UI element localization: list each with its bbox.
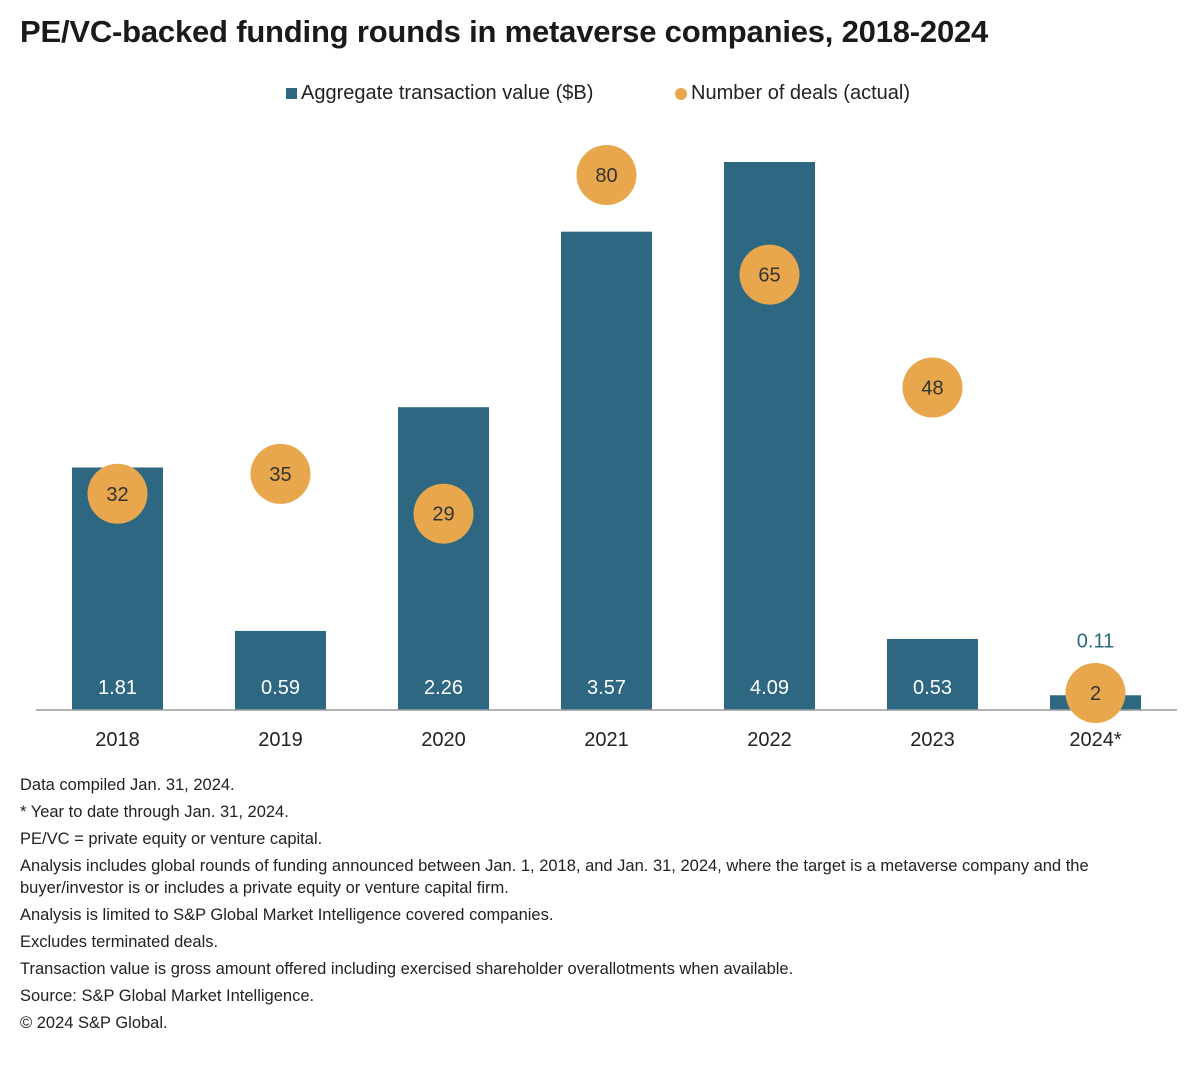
- x-tick-label-2020: 2020: [421, 729, 466, 751]
- bar-value-label-2022: 4.09: [750, 677, 789, 699]
- x-tick-label-2024*: 2024*: [1069, 729, 1121, 751]
- bar-2021: [561, 231, 652, 710]
- x-tick-label-2021: 2021: [584, 729, 629, 751]
- legend-bar-label: Aggregate transaction value ($B): [301, 82, 594, 104]
- note-6: Excludes terminated deals.: [20, 933, 219, 951]
- legend-bar-swatch: [286, 88, 297, 99]
- combo-chart: 1.81 2018 0.59 2019 2.26 2020 3.57 2021 4.09 2022…: [36, 145, 1177, 751]
- x-tick-label-2019: 2019: [258, 729, 303, 751]
- legend-dot-swatch: [675, 87, 687, 100]
- x-tick-label-2018: 2018: [95, 729, 140, 751]
- legend-item-bar: Aggregate transaction value ($B): [286, 82, 593, 105]
- bar-value-label-2018: 1.81: [98, 677, 137, 699]
- deal-dot-2020: [413, 483, 474, 544]
- note-4: Analysis includes global rounds of fundi…: [20, 857, 1089, 897]
- deal-dot-2024*: [1065, 663, 1126, 723]
- chart-legend: Aggregate transaction value ($B) Number …: [0, 82, 1200, 110]
- deal-dot-2019: [250, 443, 311, 504]
- chart-title: PE/VC-backed funding rounds in metaverse…: [20, 14, 989, 49]
- legend-dot-label: Number of deals (actual): [691, 82, 910, 104]
- note-9: © 2024 S&P Global.: [20, 1014, 168, 1032]
- note-5: Analysis is limited to S&P Global Market…: [20, 906, 554, 924]
- bar-2023: [887, 638, 978, 710]
- bar-2020: [398, 407, 489, 710]
- bar-value-label-2023: 0.53: [913, 677, 952, 699]
- chart-notes: Data compiled Jan. 31, 2024. * Year to d…: [20, 774, 1180, 1039]
- deal-count-label-2019: 35: [269, 464, 291, 486]
- deal-count-label-2023: 48: [921, 378, 943, 400]
- note-1: Data compiled Jan. 31, 2024.: [20, 776, 235, 794]
- deal-dot-2021: [576, 145, 637, 205]
- deal-count-label-2022: 65: [758, 265, 780, 287]
- x-tick-label-2022: 2022: [747, 729, 792, 751]
- bar-value-label-2020: 2.26: [424, 677, 463, 699]
- deal-count-label-2024*: 2: [1090, 683, 1101, 705]
- note-2: * Year to date through Jan. 31, 2024.: [20, 803, 289, 821]
- note-3: PE/VC = private equity or venture capita…: [20, 830, 323, 848]
- deal-dot-2023: [902, 357, 963, 418]
- deal-dot-2022: [739, 244, 800, 305]
- deal-dot-2018: [87, 463, 148, 524]
- legend-item-dot: Number of deals (actual): [675, 82, 910, 105]
- bar-value-label-2024*: 0.11: [1077, 630, 1114, 652]
- bar-value-label-2019: 0.59: [261, 677, 300, 699]
- note-8: Source: S&P Global Market Intelligence.: [20, 987, 315, 1005]
- deal-count-label-2021: 80: [595, 165, 617, 187]
- deal-count-label-2018: 32: [106, 484, 128, 506]
- deal-count-label-2020: 29: [432, 504, 454, 526]
- note-7: Transaction value is gross amount offere…: [20, 960, 794, 978]
- bar-2019: [235, 630, 326, 710]
- bar-value-label-2021: 3.57: [587, 677, 626, 699]
- bar-2022: [724, 162, 815, 710]
- x-tick-label-2023: 2023: [910, 729, 955, 751]
